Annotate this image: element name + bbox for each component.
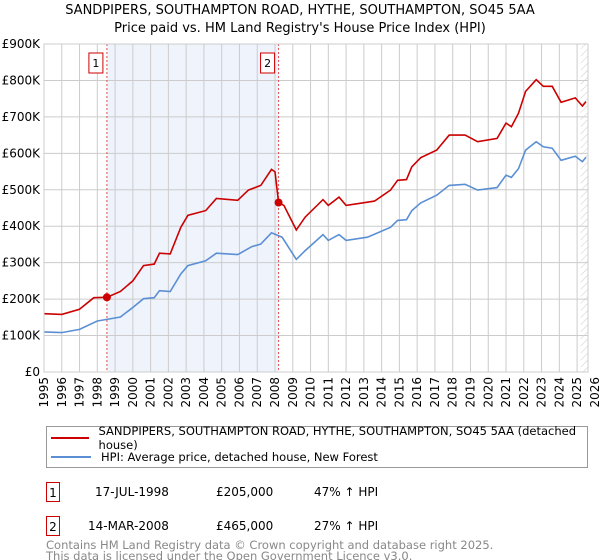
x-tick-label: 2007	[250, 377, 264, 408]
x-tick-label: 2014	[375, 377, 389, 408]
sale-point	[102, 293, 111, 302]
x-tick-label: 2022	[517, 377, 531, 408]
legend-swatch-property	[51, 437, 89, 439]
legend-item-property: SANDPIPERS, SOUTHAMPTON ROAD, HYTHE, SOU…	[51, 424, 587, 452]
transaction-hpi: 47% ↑ HPI	[314, 485, 379, 499]
x-tick-label: 2000	[126, 377, 140, 408]
y-tick-label: £900K	[2, 37, 42, 51]
x-tick-label: 2023	[535, 377, 549, 408]
x-tick-label: 2001	[144, 377, 158, 408]
legend-swatch-hpi	[51, 456, 91, 458]
legend-item-hpi: HPI: Average price, detached house, New …	[51, 449, 378, 465]
property-price-line	[43, 78, 587, 316]
legend: SANDPIPERS, SOUTHAMPTON ROAD, HYTHE, SOU…	[46, 424, 588, 468]
x-tick-label: 2002	[161, 377, 175, 408]
y-tick-label: £600K	[2, 146, 42, 160]
y-tick-label: £200K	[2, 292, 42, 306]
footer-licence: This data is licensed under the Open Gov…	[46, 549, 413, 560]
sale-label: 1	[92, 57, 99, 70]
x-tick-label: 2026	[588, 377, 600, 408]
legend-label-property: SANDPIPERS, SOUTHAMPTON ROAD, HYTHE, SOU…	[98, 424, 577, 452]
y-tick-label: £100K	[2, 329, 42, 343]
sale-label: 2	[264, 57, 271, 70]
y-tick-label: £400K	[2, 219, 42, 233]
y-tick-label: £500K	[2, 183, 42, 197]
x-tick-label: 2017	[428, 377, 442, 408]
transaction-hpi: 27% ↑ HPI	[314, 519, 379, 533]
x-tick-label: 1999	[108, 377, 122, 408]
x-tick-label: 2015	[392, 377, 406, 408]
x-tick-label: 2021	[499, 377, 513, 408]
x-tick-label: 2012	[339, 377, 353, 408]
chart-title: SANDPIPERS, SOUTHAMPTON ROAD, HYTHE, SOU…	[65, 3, 535, 18]
x-tick-label: 1996	[55, 377, 69, 408]
y-tick-label: £300K	[2, 256, 42, 270]
y-tick-label: £0	[25, 365, 40, 379]
x-tick-label: 1998	[90, 377, 104, 408]
x-tick-label: 2008	[268, 377, 282, 408]
x-tick-label: 2020	[481, 377, 495, 408]
sale-label-box	[88, 52, 104, 74]
transaction-badge: 1	[46, 482, 60, 502]
x-tick-label: 2024	[552, 377, 566, 408]
x-tick-label: 1995	[37, 377, 51, 408]
x-tick-label: 2010	[304, 377, 318, 408]
x-tick-label: 2018	[446, 377, 460, 408]
hpi-line	[43, 140, 587, 334]
transaction-badge: 2	[46, 516, 60, 536]
x-tick-label: 2011	[321, 377, 335, 408]
x-tick-label: 2003	[179, 377, 193, 408]
sale-label-box	[260, 52, 276, 74]
sale-point	[274, 198, 283, 207]
x-tick-label: 2019	[463, 377, 477, 408]
ownership-shade	[106, 44, 279, 372]
x-tick-label: 2013	[357, 377, 371, 408]
x-tick-label: 2004	[197, 377, 211, 408]
x-tick-label: 2016	[410, 377, 424, 408]
x-tick-label: 1997	[73, 377, 87, 408]
y-tick-label: £800K	[2, 73, 42, 87]
x-tick-label: 2006	[232, 377, 246, 408]
transaction-price: £465,000	[216, 519, 274, 533]
footer-copyright: Contains HM Land Registry data © Crown c…	[46, 538, 494, 552]
forecast-hatch	[580, 44, 588, 372]
transaction-price: £205,000	[216, 485, 274, 499]
plot-frame	[43, 43, 589, 373]
chart-subtitle: Price paid vs. HM Land Registry's House …	[114, 21, 486, 36]
transaction-date: 14-MAR-2008	[88, 519, 169, 533]
price-chart: £0 £100K £200K £300K £400K £500K £600K £700K £80…	[2, 37, 600, 408]
y-tick-label: £700K	[2, 110, 42, 124]
legend-label-hpi: HPI: Average price, detached house, New …	[101, 450, 378, 464]
x-tick-label: 2005	[215, 377, 229, 408]
x-tick-label: 2025	[570, 377, 584, 408]
x-tick-label: 2009	[286, 377, 300, 408]
transaction-date: 17-JUL-1998	[95, 485, 169, 499]
